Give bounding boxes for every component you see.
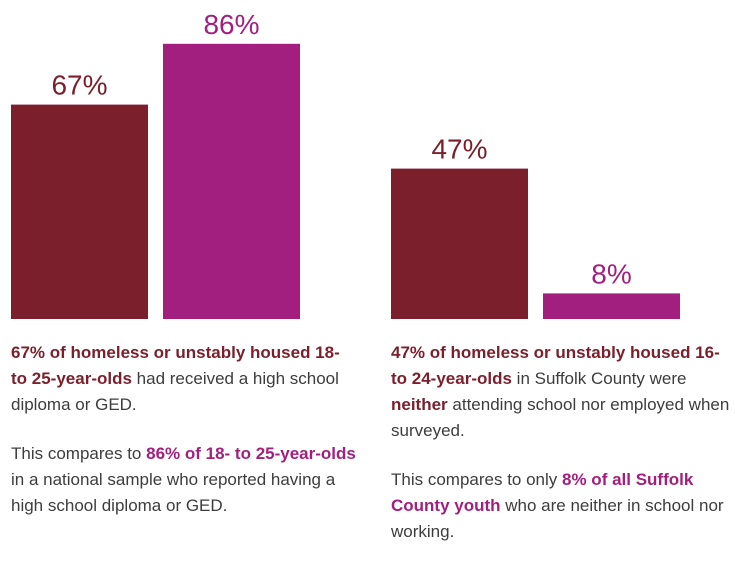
bar-value-label: 47% <box>431 134 487 165</box>
description-right: 47% of homeless or unstably housed 16- t… <box>391 340 735 568</box>
description-left-paragraph-1: 67% of homeless or unstably housed 18- t… <box>11 340 356 418</box>
chart-panel-right: 47% 8% 47% of homeless or unstably housed… <box>380 0 729 576</box>
bar-primary <box>11 104 148 319</box>
description-right-paragraph-1: 47% of homeless or unstably housed 16- t… <box>391 340 735 444</box>
bar-value-label: 8% <box>591 258 631 289</box>
bar-value-label: 67% <box>51 70 107 101</box>
description-left-paragraph-2: This compares to 86% of 18- to 25-year-o… <box>11 441 356 519</box>
bar-value-label: 86% <box>203 9 259 40</box>
description-right-paragraph-2: This compares to only 8% of all Suffolk … <box>391 467 735 545</box>
emphasis-word: neither <box>391 395 448 414</box>
description-text: in a national sample who reported having… <box>11 470 336 515</box>
description-text: had received a high school diploma or GE… <box>11 369 339 414</box>
description-text: who are neither in school nor working. <box>391 496 724 541</box>
comparison-stat: 8% of all Suffolk County youth <box>391 470 694 515</box>
description-text: attending school nor employed when surve… <box>391 395 730 440</box>
description-left: 67% of homeless or unstably housed 18- t… <box>11 340 356 542</box>
bar-comparison <box>163 43 300 320</box>
chart-panel-left: 67% 86% 67% of homeless or unstably house… <box>0 0 356 576</box>
bar-comparison <box>543 293 680 319</box>
description-text: in Suffolk County were <box>511 369 687 388</box>
description-text: This compares to <box>11 444 147 463</box>
bar-primary <box>391 168 528 319</box>
bar-chart-right: 47% 8% <box>391 134 680 319</box>
comparison-stat: 86% of 18- to 25-year-olds <box>146 444 356 463</box>
description-text: This compares to only <box>391 470 563 489</box>
highlight-stat: 67% of homeless or unstably housed 18- t… <box>11 343 340 388</box>
bar-chart-left: 67% 86% <box>11 9 300 320</box>
highlight-stat: 47% of homeless or unstably housed 16- t… <box>391 343 720 388</box>
